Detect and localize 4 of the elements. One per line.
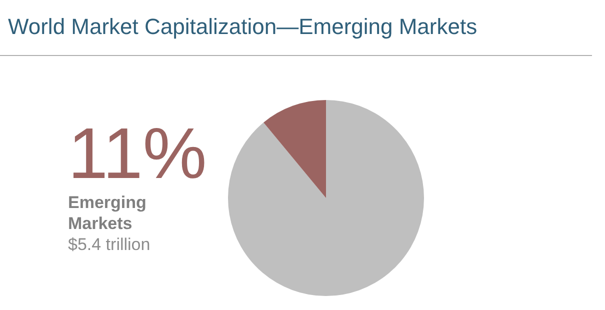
text: 11%: [68, 114, 207, 194]
text: Emerging Markets: [68, 192, 148, 234]
text: $5.4 trillion: [68, 234, 152, 255]
chart-title: World Market Capitalization—Emerging Markets: [8, 14, 478, 40]
